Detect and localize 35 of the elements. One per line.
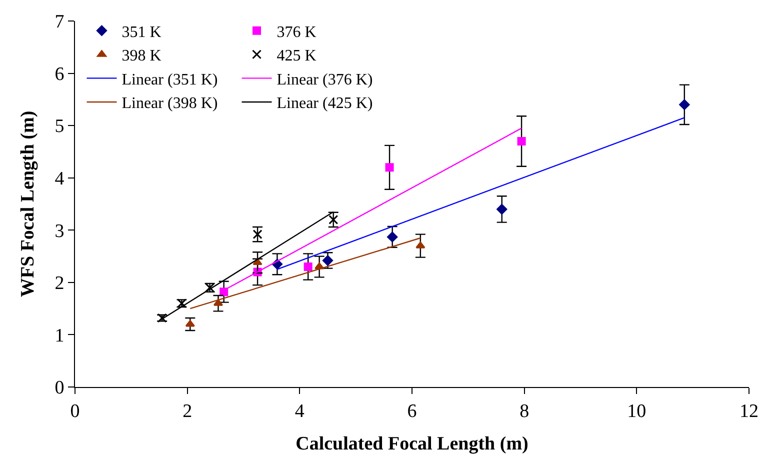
point <box>385 163 394 172</box>
legend-label: Linear (425 K) <box>276 95 373 112</box>
y-tick-label: 4 <box>54 168 65 190</box>
x-tick-label: 8 <box>520 400 530 422</box>
y-tick-label: 6 <box>54 64 64 85</box>
x-tick-label: 0 <box>70 400 80 422</box>
legend-label: 351 K <box>122 24 162 41</box>
point <box>185 320 195 327</box>
point <box>220 288 228 296</box>
point <box>252 258 262 266</box>
y-tick-label: 7 <box>54 12 64 33</box>
x-tick-label: 6 <box>407 400 417 422</box>
legend-label: 398 K <box>122 48 162 65</box>
point <box>416 242 426 248</box>
x-tick-label: 4 <box>294 400 305 422</box>
x-tick-label: 10 <box>627 400 646 422</box>
point <box>387 232 398 242</box>
point <box>304 262 312 271</box>
y-axis-title: WFS Focal Length (m) <box>18 110 39 298</box>
y-tick-label: 0 <box>54 378 64 399</box>
point <box>496 204 508 215</box>
y-tick-label: 2 <box>54 273 64 294</box>
x-tick-label: 2 <box>182 400 192 422</box>
y-tick-label: 1 <box>54 325 64 346</box>
y-tick-label: 3 <box>54 220 64 242</box>
legend-label: Linear (376 K) <box>276 71 373 88</box>
x-axis-title: Calculated Focal Length (m) <box>296 434 528 455</box>
y-tick-label: 5 <box>54 116 64 138</box>
legend-label: 425 K <box>276 48 317 65</box>
point <box>517 137 526 146</box>
point <box>679 99 690 110</box>
legend-label: Linear (398 K) <box>122 95 218 112</box>
legend-label: Linear (351 K) <box>122 71 218 88</box>
x-tick-label: 12 <box>740 400 758 422</box>
legend-label: 376 K <box>276 24 317 41</box>
